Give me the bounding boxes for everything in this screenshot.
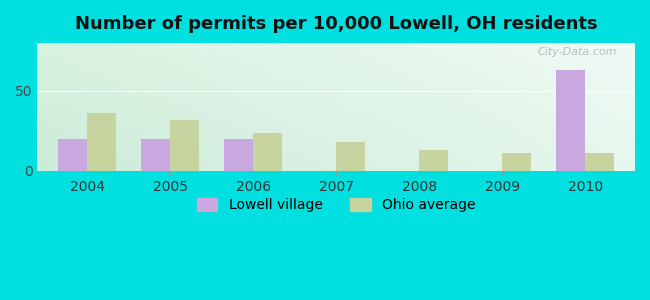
Text: City-Data.com: City-Data.com xyxy=(538,47,617,57)
Bar xyxy=(585,153,614,171)
Bar xyxy=(58,139,87,171)
Bar xyxy=(87,113,116,171)
Bar xyxy=(224,139,254,171)
Bar xyxy=(336,142,365,171)
Bar xyxy=(170,120,199,171)
Legend: Lowell village, Ohio average: Lowell village, Ohio average xyxy=(191,193,481,218)
Bar xyxy=(141,139,170,171)
Bar xyxy=(556,70,585,171)
Bar xyxy=(419,150,448,171)
Title: Number of permits per 10,000 Lowell, OH residents: Number of permits per 10,000 Lowell, OH … xyxy=(75,15,597,33)
Bar xyxy=(502,153,531,171)
Bar xyxy=(254,133,282,171)
